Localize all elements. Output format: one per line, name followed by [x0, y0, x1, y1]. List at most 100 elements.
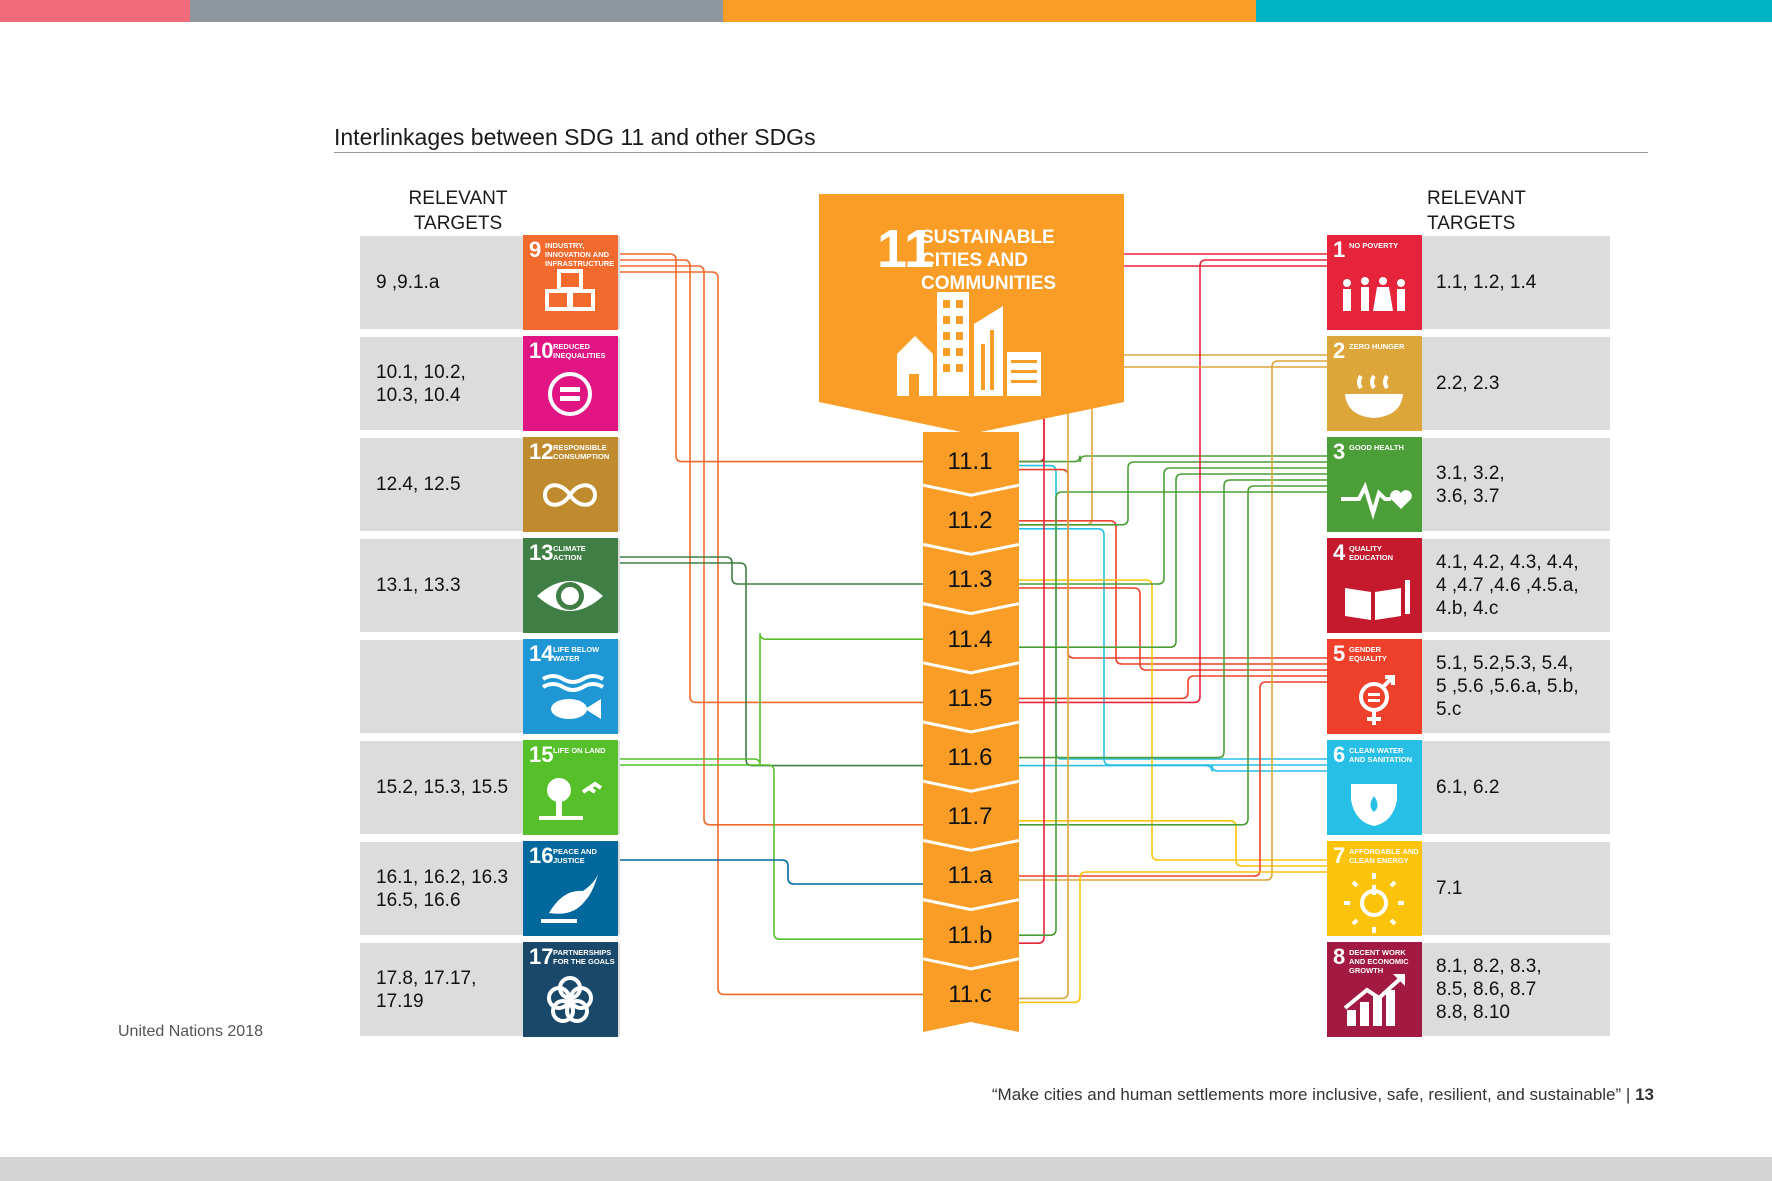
sdg-number: 1	[1333, 237, 1346, 262]
infinity-icon	[542, 483, 598, 507]
sdg-7-tile: 7 Affordable and clean energy	[1327, 841, 1422, 936]
link-3-11.7	[1019, 485, 1327, 826]
sdg-number: 6	[1333, 742, 1346, 767]
target-line: 16.1, 16.2, 16.3	[376, 866, 509, 888]
sdg-6-tile: 6 Clean water and sanitation	[1327, 740, 1422, 835]
right-targets-goal-5: 5.1, 5.2,5.3, 5.4, 5 ,5.6 ,5.6.a, 5.b, 5.c	[1436, 652, 1579, 721]
sdg-label: Partnerships for the goals	[553, 948, 615, 966]
sun-power-icon	[1344, 873, 1404, 933]
sdg-16-tile: 16 Peace and justice	[523, 841, 618, 936]
page-number: 13	[1635, 1085, 1654, 1104]
target-line: 15.2, 15.3, 15.5	[376, 777, 509, 798]
top-bar-pink	[0, 0, 190, 22]
link-2-11.a	[1019, 360, 1327, 881]
target-11.7: 11.7	[947, 803, 993, 831]
sdg-5-tile: 5 Gender equality	[1327, 639, 1422, 734]
left-targets-goal-16: 16.1, 16.2, 16.3 16.5, 16.6	[376, 866, 508, 912]
footer-separator: |	[1625, 1085, 1631, 1104]
book-icon	[1345, 580, 1410, 620]
link-5-11.5	[1019, 675, 1327, 700]
target-line: 5.1, 5.2,5.3, 5.4,	[1436, 653, 1574, 674]
target-line: 8.1, 8.2, 8.3,	[1436, 956, 1542, 977]
link-3-11.3	[1019, 467, 1327, 585]
link-3-11.6	[1019, 479, 1327, 759]
footer: “Make cities and human settlements more …	[992, 1085, 1654, 1105]
sdg-9-tile: 9 Industry, innovation and infrastructure	[523, 235, 618, 330]
target-line: 12.4, 12.5	[376, 474, 461, 495]
target-line: 13.1, 13.3	[376, 575, 461, 596]
heartbeat-icon	[1341, 481, 1412, 520]
target-line: 10.1, 10.2,	[376, 361, 466, 383]
sdg-label: Life on land	[553, 746, 606, 755]
link-16-11.a	[618, 859, 923, 885]
target-line: 9 ,9.1.a	[376, 272, 440, 293]
sdg-label: Responsible consumption	[553, 443, 610, 461]
sdg-number: 14	[529, 641, 554, 666]
dove-icon	[541, 871, 599, 923]
left-targets-goal-10: 10.1, 10.2, 10.3, 10.4	[376, 361, 466, 407]
sdg-label: Reduced inequalities	[553, 342, 606, 360]
target-divider	[922, 898, 1020, 912]
water-drop-icon	[1351, 784, 1397, 826]
right-targets-goal-1: 1.1, 1.2, 1.4	[1436, 271, 1536, 294]
sdg-label: Industry, innovation and infrastructure	[545, 241, 615, 268]
right-targets-goal-2: 2.2, 2.3	[1436, 372, 1499, 395]
bowl-icon	[1345, 374, 1403, 418]
sdg-number: 10	[529, 338, 554, 363]
right-targets-goal-4: 4.1, 4.2, 4.3, 4.4, 4 ,4.7 ,4.6 ,4.5.a, 4.…	[1436, 551, 1579, 620]
target-11.2: 11.2	[947, 507, 993, 535]
sdg-label: Peace and justice	[553, 847, 597, 865]
left-column-header: RELEVANT TARGETS	[408, 188, 508, 234]
goal-11-banner-shape	[819, 194, 1124, 434]
sdg-number: 12	[529, 439, 554, 464]
target-divider	[922, 602, 1020, 616]
link-9-11.5	[618, 259, 923, 704]
family-icon	[1343, 277, 1405, 311]
sdg-label: Zero hunger	[1349, 342, 1405, 351]
sdg-number: 3	[1333, 439, 1346, 464]
sdg-number: 9	[529, 237, 542, 262]
sdg-number: 15	[529, 742, 554, 767]
sdg-1-tile: 1 No poverty	[1327, 235, 1422, 330]
sdg-label: Decent work and economic growth	[1349, 948, 1409, 975]
sdg-number: 4	[1333, 540, 1346, 565]
target-line: 17.19	[376, 990, 424, 1012]
sdg-2-tile: 2 Zero hunger	[1327, 336, 1422, 431]
top-bar-orange	[723, 0, 1256, 22]
link-7-11.3	[1019, 579, 1327, 861]
link-15-11.b	[618, 764, 923, 940]
left-targets-goal-12: 12.4, 12.5	[376, 473, 461, 496]
target-divider	[922, 720, 1020, 734]
sdg-13-tile: 13 Climate action	[523, 538, 618, 633]
sdg-3-tile: 3 Good health	[1327, 437, 1422, 532]
sdg-label: No poverty	[1349, 241, 1399, 250]
target-line: 5.c	[1436, 699, 1462, 720]
right-targets-goal-7: 7.1	[1436, 877, 1462, 900]
sdg-number: 16	[529, 843, 554, 868]
target-line: 8.5, 8.6, 8.7	[1436, 979, 1537, 1000]
sdg-number: 8	[1333, 944, 1346, 969]
link-7-11.7	[1019, 820, 1327, 867]
link-9-11.1	[618, 253, 923, 463]
rings-icon	[547, 976, 593, 1023]
link-3-11.1	[1019, 455, 1327, 463]
target-divider	[922, 483, 1020, 497]
column-bottom-notch	[923, 1022, 1019, 1034]
target-divider	[922, 779, 1020, 793]
sdg-8-tile: 8 Decent work and economic growth	[1327, 942, 1422, 1037]
page-title: Interlinkages between SDG 11 and other S…	[334, 124, 816, 150]
sdg-17-tile: 17 Partnerships for the goals	[523, 942, 618, 1037]
target-line: 2.2, 2.3	[1436, 373, 1500, 394]
target-divider	[922, 957, 1020, 971]
target-line: 8.8, 8.10	[1436, 1002, 1510, 1023]
link-15-11.4	[618, 633, 923, 766]
target-11.b: 11.b	[947, 921, 993, 949]
target-11.a: 11.a	[947, 862, 993, 890]
target-line: 4.b, 4.c	[1436, 598, 1499, 619]
target-11.4: 11.4	[947, 625, 993, 653]
right-targets-goal-3: 3.1, 3.2, 3.6, 3.7	[1436, 462, 1505, 508]
sdg-label: Affordable and clean energy	[1349, 847, 1419, 865]
link-3-11.b	[1019, 491, 1327, 936]
footer-quote: “Make cities and human settlements more …	[991, 1085, 1622, 1104]
sdg-label: Life below water	[553, 645, 600, 663]
